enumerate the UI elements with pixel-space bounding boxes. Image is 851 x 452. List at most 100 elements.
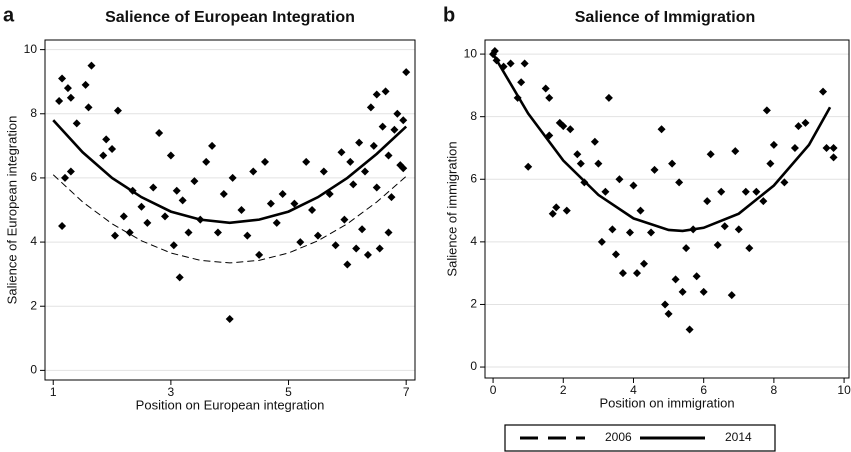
x-tick-label: 7 <box>403 385 410 399</box>
data-point <box>769 140 778 149</box>
data-point <box>99 151 108 160</box>
data-point <box>741 187 750 196</box>
data-point <box>720 222 729 231</box>
data-point <box>155 129 164 138</box>
data-point <box>604 93 613 102</box>
data-point <box>706 150 715 159</box>
data-point <box>319 167 328 176</box>
data-point <box>664 309 673 318</box>
data-point <box>358 225 367 234</box>
data-point <box>369 141 378 150</box>
data-point <box>573 150 582 159</box>
x-tick-label: 1 <box>50 385 57 399</box>
data-point <box>266 199 275 208</box>
data-point <box>790 143 799 152</box>
data-point <box>562 206 571 215</box>
data-point <box>671 275 680 284</box>
data-point <box>759 197 768 206</box>
data-point <box>713 240 722 249</box>
data-point <box>490 46 499 55</box>
data-point <box>272 218 281 227</box>
panel-label: a <box>3 4 15 26</box>
y-tick-label: 2 <box>30 298 37 312</box>
data-point <box>766 159 775 168</box>
data-point <box>111 231 119 240</box>
data-point <box>576 159 585 168</box>
data-point <box>237 206 246 214</box>
data-point <box>762 106 771 115</box>
data-point <box>387 193 396 202</box>
data-point <box>361 167 369 176</box>
data-point <box>166 151 175 160</box>
fit-line <box>491 53 832 233</box>
data-point <box>559 122 568 131</box>
data-point <box>290 199 299 208</box>
data-point <box>402 68 411 77</box>
data-point <box>731 147 740 156</box>
data-point <box>822 143 831 152</box>
data-point <box>381 87 390 96</box>
data-point <box>752 187 761 196</box>
data-point <box>349 180 358 189</box>
data-point <box>66 93 75 102</box>
data-point <box>625 228 634 237</box>
data-point <box>175 273 184 282</box>
data-point <box>548 209 557 218</box>
data-point <box>161 212 169 221</box>
plot-frame <box>44 39 416 381</box>
chart-title: Salience of Immigration <box>575 9 755 26</box>
data-point <box>661 300 670 309</box>
data-point <box>780 178 789 187</box>
data-point <box>372 90 381 99</box>
x-tick-label: 10 <box>837 383 851 397</box>
data-point <box>399 164 408 173</box>
data-point <box>506 59 515 68</box>
data-point <box>524 162 533 171</box>
data-point <box>552 203 561 212</box>
y-axis-label: Salience of European integration <box>4 116 19 305</box>
legend-label: 2006 <box>605 430 632 444</box>
data-point <box>699 287 708 296</box>
data-point <box>61 173 69 182</box>
data-point <box>734 225 743 234</box>
data-point <box>63 84 72 93</box>
data-point <box>84 103 93 112</box>
plot-frame <box>484 39 850 379</box>
x-tick-label: 0 <box>490 383 497 397</box>
data-point <box>202 157 211 166</box>
data-point <box>72 119 81 128</box>
y-tick-label: 4 <box>470 234 477 248</box>
data-point <box>169 241 178 250</box>
data-point <box>727 291 736 300</box>
legend-box <box>504 424 776 452</box>
data-point <box>650 165 659 174</box>
data-point <box>390 125 399 134</box>
data-point <box>184 228 193 237</box>
data-point <box>243 231 252 240</box>
y-tick-label: 10 <box>24 42 38 56</box>
x-tick-label: 3 <box>168 385 175 399</box>
data-point <box>337 148 346 157</box>
data-point <box>384 228 393 237</box>
y-tick-label: 0 <box>30 363 37 377</box>
data-point <box>58 222 67 231</box>
panel-label: b <box>443 4 455 26</box>
data-point <box>255 250 264 259</box>
data-point <box>375 244 384 253</box>
data-point <box>302 157 311 166</box>
data-point <box>55 96 64 105</box>
data-point <box>87 61 96 70</box>
data-point <box>829 143 838 152</box>
data-point <box>801 118 810 127</box>
data-point <box>745 244 754 253</box>
y-tick-label: 10 <box>464 46 478 60</box>
data-point <box>363 250 372 259</box>
data-point <box>601 187 610 196</box>
y-tick-label: 6 <box>30 170 37 184</box>
data-point <box>657 125 666 134</box>
data-point <box>125 228 134 237</box>
data-point <box>261 157 269 166</box>
x-tick-label: 6 <box>700 383 707 397</box>
data-point <box>102 135 111 144</box>
